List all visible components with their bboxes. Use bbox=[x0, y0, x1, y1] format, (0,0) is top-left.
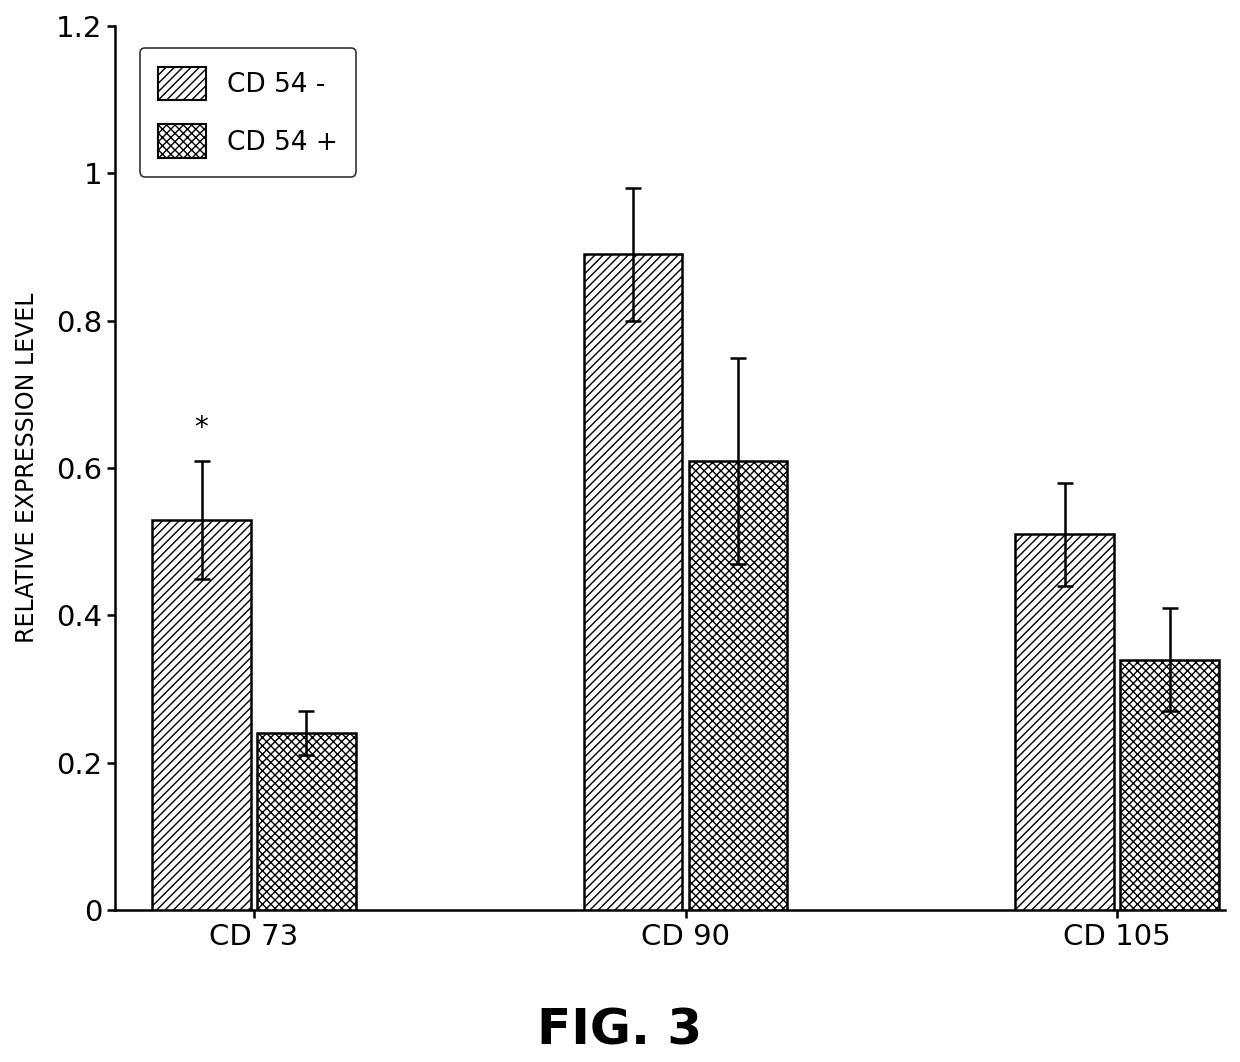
Bar bbox=[688, 461, 787, 910]
Bar bbox=[584, 255, 682, 910]
Legend: CD 54 -, CD 54 +: CD 54 -, CD 54 + bbox=[140, 48, 356, 176]
Y-axis label: RELATIVE EXPRESSION LEVEL: RELATIVE EXPRESSION LEVEL bbox=[15, 293, 38, 644]
Text: *: * bbox=[195, 414, 208, 442]
Bar bbox=[153, 519, 250, 910]
Bar bbox=[257, 734, 356, 910]
Bar bbox=[1120, 660, 1219, 910]
Bar bbox=[1016, 534, 1114, 910]
Text: FIG. 3: FIG. 3 bbox=[537, 1006, 703, 1055]
